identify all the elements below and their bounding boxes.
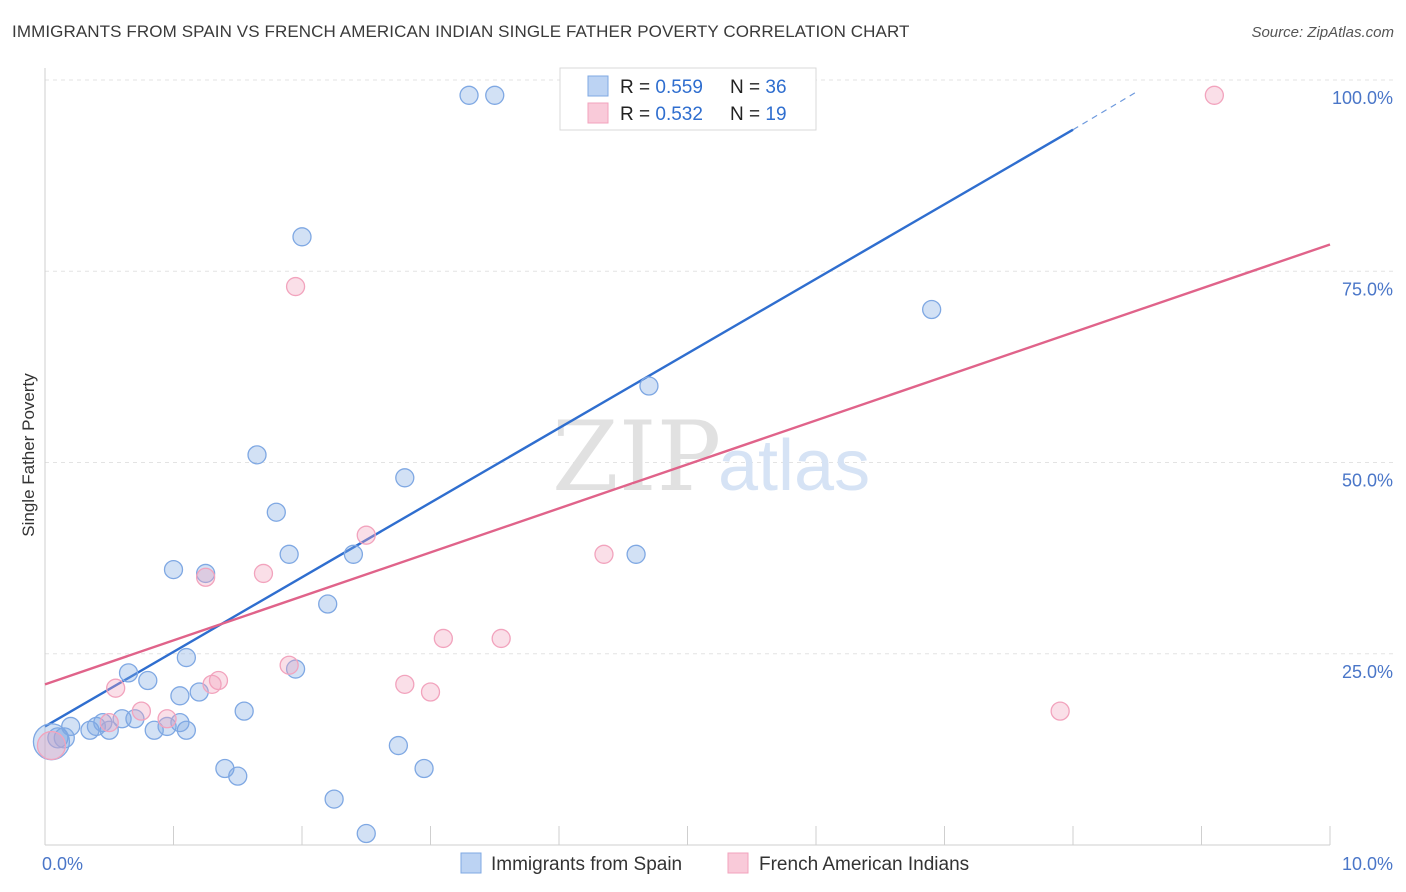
y-axis-label: Single Father Poverty — [19, 373, 38, 537]
trend-line-1 — [44, 243, 1331, 686]
point-s0-35 — [414, 758, 434, 779]
point-s0-36 — [459, 85, 479, 105]
point-s0-9 — [118, 663, 139, 683]
bottom-swatch-french — [727, 852, 749, 874]
point-s1-5 — [195, 567, 216, 587]
legend-r-1: 0.559 — [655, 77, 703, 98]
point-s0-2 — [53, 727, 75, 749]
legend-r-label-1: R = — [620, 77, 655, 98]
bottom-legend-spain: Immigrants from Spain — [491, 854, 682, 875]
point-s1-13 — [420, 682, 441, 702]
tick-labels: 25.0% 50.0% 75.0% 100.0% 0.0% 10.0% — [42, 88, 1393, 874]
trend-extension-0 — [1072, 90, 1138, 131]
point-s0-30 — [324, 789, 344, 809]
point-s1-16 — [594, 544, 614, 564]
point-s1-15 — [491, 628, 511, 649]
bottom-legend: Immigrants from Spain French American In… — [460, 852, 969, 875]
watermark-atlas: atlas — [718, 426, 870, 506]
svg-text:R = 0.532: R = 0.532 — [620, 104, 703, 125]
point-s0-7 — [99, 720, 119, 740]
point-s1-8 — [253, 563, 274, 584]
point-s0-10 — [125, 709, 145, 729]
legend-r-2: 0.532 — [655, 104, 703, 125]
watermark: ZIP atlas — [552, 401, 870, 513]
legend: R = 0.559 N = 36 R = 0.532 N = 19 — [559, 67, 817, 131]
point-s1-2 — [106, 678, 126, 698]
point-s0-31 — [343, 544, 364, 564]
point-s0-3 — [61, 716, 81, 737]
point-s1-3 — [131, 701, 152, 721]
svg-text:R = 0.559: R = 0.559 — [620, 77, 703, 98]
trend-lines — [44, 90, 1331, 728]
data-points — [32, 85, 1224, 844]
point-s0-37 — [485, 85, 505, 105]
source-label: Source: ZipAtlas.com — [1251, 24, 1394, 41]
point-s1-14 — [433, 628, 454, 649]
gridlines — [45, 79, 1395, 655]
point-s1-9 — [279, 655, 299, 675]
point-s0-24 — [247, 445, 267, 465]
svg-text:N = 36: N = 36 — [730, 77, 787, 98]
legend-r-label-2: R = — [620, 104, 655, 125]
point-s0-34 — [395, 468, 415, 488]
point-s0-25 — [266, 502, 286, 522]
legend-n-label-1: N = — [730, 77, 765, 98]
point-s1-7 — [208, 670, 229, 691]
point-s1-4 — [157, 709, 177, 729]
bottom-swatch-spain — [460, 852, 482, 874]
point-s0-6 — [93, 712, 113, 733]
point-s0-1 — [47, 727, 69, 749]
point-s1-11 — [356, 525, 376, 545]
point-s0-40 — [922, 299, 942, 320]
legend-n-1: 36 — [765, 77, 786, 98]
point-s0-11 — [138, 670, 158, 691]
legend-n-label-2: N = — [730, 104, 765, 125]
legend-swatch-spain — [587, 75, 609, 97]
point-s0-38 — [639, 376, 659, 396]
point-s0-14 — [163, 559, 184, 580]
axes — [44, 68, 1331, 846]
point-s1-19 — [1204, 85, 1224, 105]
point-s1-18 — [1050, 701, 1070, 721]
svg-text:N = 19: N = 19 — [730, 104, 787, 125]
point-s0-28 — [318, 594, 338, 614]
point-s0-15 — [170, 686, 190, 706]
watermark-zip: ZIP — [552, 401, 721, 513]
y-tick-label-2: 75.0% — [1342, 279, 1393, 299]
y-tick-label-0: 25.0% — [1342, 662, 1393, 682]
point-s1-12 — [395, 674, 415, 694]
legend-n-2: 19 — [765, 104, 786, 125]
point-s0-16 — [176, 647, 197, 668]
point-s1-0 — [36, 730, 67, 761]
point-s0-23 — [234, 701, 254, 721]
point-s0-39 — [626, 544, 646, 564]
trend-line-0 — [44, 128, 1074, 728]
point-s0-32 — [356, 823, 376, 844]
point-s0-29 — [279, 544, 299, 564]
x-tick-label-1: 10.0% — [1342, 854, 1393, 874]
point-s0-33 — [388, 735, 409, 756]
point-s0-22 — [228, 766, 248, 786]
chart-title: IMMIGRANTS FROM SPAIN VS FRENCH AMERICAN… — [12, 22, 910, 41]
legend-swatch-french — [587, 102, 609, 124]
x-tick-label-0: 0.0% — [42, 854, 83, 874]
bottom-legend-french: French American Indians — [759, 854, 969, 875]
point-s1-10 — [285, 276, 306, 297]
y-tick-label-1: 50.0% — [1342, 471, 1393, 491]
y-tick-label-3: 100.0% — [1332, 88, 1393, 108]
point-s0-19 — [176, 720, 197, 740]
point-s1-1 — [99, 712, 119, 733]
point-s0-27 — [292, 227, 312, 247]
